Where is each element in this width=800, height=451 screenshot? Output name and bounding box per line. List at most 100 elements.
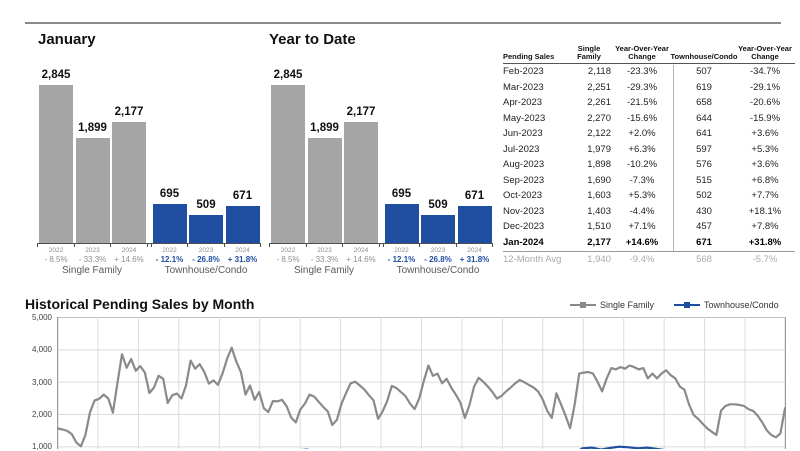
table-cell: -10.2%	[626, 159, 658, 170]
bar-value-label: 695	[391, 188, 412, 200]
y-axis-tick-label: 3,000	[31, 377, 52, 387]
bar-year-label: 2022	[280, 247, 296, 254]
bar-2022-single-family	[39, 85, 73, 243]
axis-tick	[223, 243, 225, 247]
bar-group-label: Single Family	[293, 265, 355, 276]
bar-pct-label: - 33.3%	[310, 255, 339, 264]
table-cell: +3.6%	[751, 128, 779, 139]
bar-year-label: 2023	[85, 247, 100, 254]
january-chart-title: January	[38, 31, 96, 48]
bar-pct-label: - 8.5%	[276, 255, 300, 264]
table-cell: -23.3%	[626, 66, 658, 77]
bar-pct-label: - 26.8%	[192, 255, 220, 264]
y-axis-tick-label: 5,000	[31, 313, 52, 322]
table-cell: +6.8%	[751, 174, 779, 186]
ytd-chart-title: Year to Date	[269, 31, 356, 48]
table-row-month: Dec-2023	[503, 221, 545, 232]
table-row-month: Mar-2023	[503, 81, 544, 93]
table-cell: +5.3%	[628, 190, 656, 201]
legend-label: Townhouse/Condo	[704, 300, 779, 310]
bar-year-label: 2023	[198, 247, 214, 254]
table-footer-cell: 12-Month Avg	[503, 254, 562, 265]
table-cell: 641	[696, 128, 712, 139]
table-cell: +31.8%	[748, 236, 782, 248]
bar-year-label: 2023	[317, 247, 332, 254]
table-header-cell: Pending Sales	[503, 52, 555, 62]
bar-pct-label: + 14.6%	[346, 255, 376, 264]
axis-tick	[342, 243, 343, 247]
bar-year-label: 2022	[48, 247, 64, 254]
table-column-divider	[673, 65, 674, 251]
bar-value-label: 671	[464, 190, 485, 202]
table-footer-cell: 1,940	[587, 254, 611, 265]
axis-tick	[492, 243, 493, 247]
table-cell: 597	[696, 143, 712, 155]
table-row-month: Jun-2023	[503, 128, 543, 139]
table-header-rule	[503, 63, 795, 64]
bar-pct-label: + 14.6%	[114, 255, 144, 264]
table-row-month: Oct-2023	[503, 190, 543, 201]
table-cell: 2,270	[587, 112, 611, 124]
bar-year-label: 2022	[162, 247, 177, 254]
table-cell: +3.6%	[751, 159, 779, 170]
bar-pct-label: - 12.1%	[387, 255, 416, 264]
table-header-cell: Townhouse/Condo	[670, 52, 738, 62]
table-cell: 1,690	[587, 174, 611, 186]
bar-value-label: 509	[428, 199, 448, 211]
axis-tick	[455, 243, 457, 247]
axis-tick	[378, 243, 380, 247]
table-cell: -4.4%	[629, 205, 655, 217]
table-cell: 671	[696, 236, 712, 248]
townhouse-condo-line-marker-icon	[674, 302, 701, 308]
table-cell: +2.0%	[628, 128, 656, 139]
bar-value-label: 1,899	[310, 122, 339, 134]
table-cell: 457	[696, 221, 712, 232]
table-footer-rule	[503, 251, 795, 252]
legend-label: Single Family	[600, 300, 655, 310]
table-cell: 2,177	[587, 236, 611, 248]
axis-tick	[269, 243, 270, 247]
bar-2024-condo	[225, 206, 260, 243]
bar-value-label: 695	[159, 188, 180, 200]
axis-tick	[305, 243, 307, 247]
table-row-month: May-2023	[503, 112, 546, 124]
bar-value-label: 509	[196, 199, 216, 211]
table-cell: 502	[696, 190, 712, 201]
table-cell: +6.3%	[628, 143, 656, 155]
table-cell: 2,122	[587, 128, 611, 139]
table-cell: 1,979	[587, 143, 611, 155]
table-cell: -15.6%	[626, 112, 658, 124]
bar-pct-label: - 8.5%	[44, 255, 68, 264]
table-cell: -15.9%	[749, 112, 781, 124]
bar-year-label: 2023	[430, 247, 446, 254]
table-cell: 2,118	[587, 66, 611, 77]
bar-pct-label: - 12.1%	[155, 255, 184, 264]
table-cell: +7.8%	[751, 221, 779, 232]
table-row-month: Aug-2023	[503, 159, 545, 170]
bar-value-label: 2,845	[41, 69, 71, 81]
x-axis-line	[37, 243, 261, 244]
bar-year-label: 2024	[235, 247, 250, 254]
table-header-cell: Year-Over-Year Change	[615, 43, 669, 62]
bar-2022-single-family	[271, 85, 305, 243]
bar-2024-single-family	[344, 122, 378, 243]
table-cell: -7.3%	[629, 174, 655, 186]
axis-tick	[37, 243, 38, 247]
table-cell: 515	[696, 174, 712, 186]
bar-value-label: 2,177	[346, 106, 376, 118]
axis-tick	[146, 243, 148, 247]
bar-value-label: 1,899	[78, 122, 107, 134]
table-cell: +5.3%	[751, 143, 779, 155]
bar-pct-label: + 31.8%	[227, 255, 258, 264]
legend-item-single-family: Single Family	[570, 300, 654, 310]
bar-group-label: Townhouse/Condo	[396, 265, 480, 276]
axis-tick	[150, 243, 152, 247]
table-cell: +7.7%	[751, 190, 779, 201]
bar-year-label: 2024	[467, 247, 482, 254]
table-cell: +14.6%	[625, 236, 659, 248]
axis-tick	[110, 243, 111, 247]
table-cell: 2,251	[587, 81, 611, 93]
table-cell: 619	[696, 81, 712, 93]
bar-2024-single-family	[112, 122, 146, 243]
